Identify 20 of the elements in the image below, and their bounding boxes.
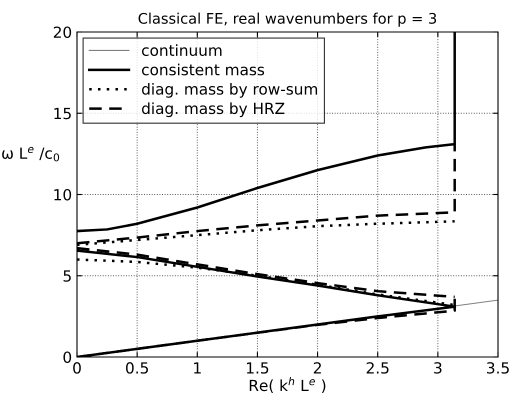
- x-tick-label: 2: [314, 362, 321, 374]
- chart-title: Classical FE, real wavenumbers for p = 3: [138, 12, 436, 27]
- y-tick-label: 0: [63, 351, 72, 364]
- y-tick-label: 10: [54, 188, 72, 201]
- x-tick-label: 1: [194, 362, 201, 374]
- y-tick-label: 5: [64, 270, 71, 282]
- y-tick-label: 20: [54, 26, 72, 38]
- y-tick-label: 15: [54, 108, 71, 120]
- legend-label: continuum: [142, 44, 222, 56]
- x-tick-label: 3: [434, 362, 442, 374]
- y-axis-title: ω L$^{e}$ /c$_{0}$: [2, 146, 60, 162]
- x-tick-label: 1.5: [246, 362, 268, 374]
- legend-label: consistent mass: [142, 64, 264, 76]
- x-tick-label: 0: [73, 362, 81, 374]
- x-tick-label: 0.5: [126, 362, 148, 374]
- x-tick-label: 3.5: [487, 362, 509, 374]
- legend-label: diag. mass by HRZ: [142, 102, 284, 118]
- x-axis-title: Re( k$^{h}$ L$^{e}$ ): [250, 377, 326, 393]
- x-tick-label: 2.5: [366, 362, 389, 374]
- legend-label: diag. mass by row-sum: [142, 82, 318, 98]
